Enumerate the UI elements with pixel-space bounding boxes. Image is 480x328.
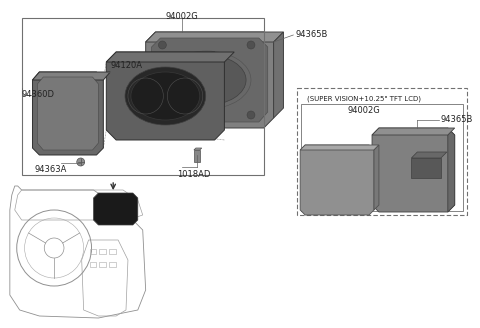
Polygon shape	[145, 32, 274, 128]
Bar	[301, 104, 463, 211]
Bar	[90, 262, 96, 267]
Circle shape	[247, 41, 255, 49]
Polygon shape	[33, 72, 103, 155]
Bar	[411, 158, 441, 178]
Polygon shape	[106, 52, 234, 62]
Polygon shape	[94, 193, 138, 225]
Circle shape	[158, 41, 167, 49]
Ellipse shape	[131, 72, 200, 120]
Polygon shape	[33, 72, 110, 80]
Text: 94002G: 94002G	[166, 12, 198, 21]
Bar	[109, 249, 116, 254]
Bar	[99, 262, 106, 267]
Text: (SUPER VISION+10.25" TFT LCD): (SUPER VISION+10.25" TFT LCD)	[307, 95, 421, 101]
Polygon shape	[374, 145, 379, 210]
Circle shape	[247, 111, 255, 119]
Polygon shape	[448, 128, 455, 212]
Polygon shape	[145, 32, 284, 42]
Ellipse shape	[125, 67, 206, 125]
Polygon shape	[37, 77, 98, 150]
Polygon shape	[300, 145, 379, 150]
Text: 1018AD: 1018AD	[177, 170, 211, 179]
Polygon shape	[194, 148, 202, 150]
Circle shape	[158, 111, 167, 119]
Bar	[297, 88, 467, 215]
Polygon shape	[372, 128, 455, 212]
Polygon shape	[274, 32, 284, 118]
Text: 94365B: 94365B	[441, 115, 473, 125]
Text: 94360D: 94360D	[22, 90, 55, 99]
Polygon shape	[152, 38, 268, 122]
Bar	[194, 150, 200, 162]
Polygon shape	[106, 52, 225, 140]
Text: 94002G: 94002G	[348, 106, 381, 115]
Bar	[90, 249, 96, 254]
Polygon shape	[372, 128, 455, 135]
Text: 94365B: 94365B	[295, 30, 328, 39]
Ellipse shape	[168, 55, 246, 105]
Bar	[99, 249, 106, 254]
Circle shape	[77, 158, 84, 166]
Polygon shape	[411, 152, 447, 158]
Bar	[22, 18, 264, 175]
Polygon shape	[300, 145, 374, 215]
Text: 94120A: 94120A	[110, 61, 142, 70]
Text: 94363A: 94363A	[35, 165, 67, 174]
Bar	[109, 262, 116, 267]
